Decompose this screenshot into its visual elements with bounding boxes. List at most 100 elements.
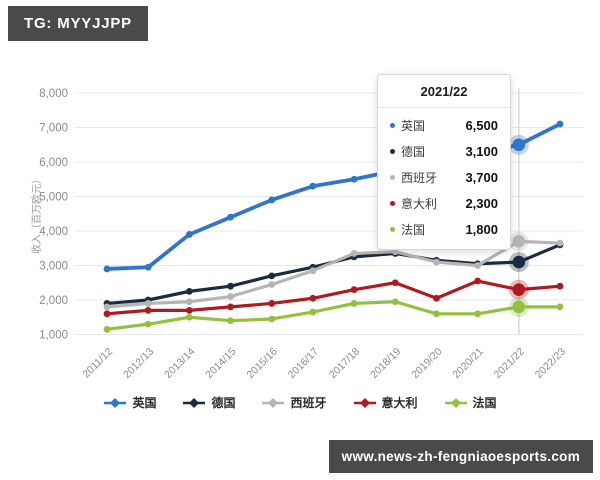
- data-point[interactable]: [227, 213, 234, 221]
- y-tick-label: 3,000: [39, 261, 68, 273]
- data-point[interactable]: [144, 263, 152, 271]
- data-point[interactable]: [227, 293, 234, 300]
- legend-item-法国[interactable]: 法国: [444, 394, 497, 411]
- data-point[interactable]: [144, 300, 152, 307]
- data-point[interactable]: [185, 231, 193, 238]
- data-point[interactable]: [268, 196, 276, 204]
- tooltip-series-value: 6,500: [465, 117, 498, 133]
- data-point[interactable]: [227, 282, 234, 290]
- data-point[interactable]: [309, 267, 317, 275]
- legend-item-西班牙[interactable]: 西班牙: [261, 394, 327, 411]
- tooltip-series-value: 3,700: [465, 169, 498, 185]
- legend-label: 英国: [132, 396, 157, 410]
- data-point-active[interactable]: [512, 138, 526, 152]
- tooltip-row: 西班牙 3,700: [378, 164, 510, 190]
- y-axis-title: 收入（百万欧元）: [30, 174, 43, 254]
- data-point[interactable]: [185, 298, 193, 306]
- data-point[interactable]: [556, 239, 564, 247]
- data-point[interactable]: [185, 313, 193, 321]
- data-point[interactable]: [433, 310, 440, 318]
- data-point-active[interactable]: [512, 300, 526, 314]
- tooltip-series-dot: [390, 226, 395, 232]
- chart-tooltip: 2021/22 英国 6,500 德国 3,100 西班牙 3,700 意大利 2,300 法国…: [377, 74, 511, 250]
- x-tick-label: 2011/12: [80, 346, 115, 381]
- x-tick-label: 2017/18: [327, 346, 362, 381]
- legend-label: 西班牙: [290, 396, 327, 410]
- y-tick-label: 1,000: [39, 330, 68, 342]
- x-tick-label: 2012/13: [121, 346, 156, 381]
- data-point[interactable]: [556, 282, 564, 290]
- y-tick-label: 6,000: [39, 157, 68, 169]
- legend-item-英国[interactable]: 英国: [103, 394, 156, 411]
- data-point[interactable]: [268, 300, 276, 307]
- data-point[interactable]: [350, 286, 358, 294]
- legend-label: 意大利: [381, 396, 418, 410]
- data-point[interactable]: [103, 325, 111, 333]
- data-point[interactable]: [391, 248, 399, 256]
- data-point[interactable]: [227, 317, 234, 325]
- tooltip-series-label: 意大利: [401, 196, 438, 211]
- data-point[interactable]: [433, 294, 440, 302]
- data-point[interactable]: [474, 277, 482, 285]
- data-point[interactable]: [474, 262, 482, 269]
- data-point[interactable]: [350, 175, 358, 183]
- data-point[interactable]: [268, 281, 276, 288]
- y-tick-label: 7,000: [39, 123, 68, 135]
- data-point[interactable]: [309, 182, 317, 190]
- tooltip-series-label: 英国: [401, 118, 426, 133]
- legend-label: 法国: [472, 396, 497, 410]
- telegram-badge-text: TG: MYYJJPP: [24, 15, 132, 32]
- watermark-url: www.news-zh-fengniaoesports.com: [328, 440, 593, 473]
- data-point[interactable]: [556, 303, 564, 311]
- tooltip-series-value: 2,300: [465, 195, 498, 211]
- data-point[interactable]: [391, 298, 399, 306]
- data-point[interactable]: [103, 303, 111, 311]
- series-line[interactable]: [105, 300, 562, 331]
- data-point[interactable]: [103, 265, 111, 273]
- tooltip-series-dot: [390, 148, 395, 154]
- data-point[interactable]: [309, 308, 317, 316]
- data-point[interactable]: [185, 306, 193, 314]
- data-point[interactable]: [227, 303, 234, 311]
- data-point[interactable]: [185, 287, 193, 295]
- tooltip-series-value: 1,800: [465, 221, 498, 237]
- data-point[interactable]: [144, 320, 152, 328]
- data-point[interactable]: [350, 300, 358, 307]
- y-tick-label: 8,000: [39, 88, 68, 100]
- data-point-active[interactable]: [512, 283, 526, 296]
- series-line[interactable]: [105, 239, 562, 309]
- data-point[interactable]: [350, 250, 358, 257]
- data-point[interactable]: [474, 310, 482, 318]
- legend-marker-icon: [104, 397, 127, 408]
- y-tick-label: 4,000: [39, 226, 68, 238]
- tooltip-title: 2021/22: [378, 75, 510, 108]
- data-point[interactable]: [309, 294, 317, 302]
- tooltip-series-label: 法国: [401, 222, 426, 237]
- tooltip-series-value: 3,100: [465, 143, 498, 159]
- data-point[interactable]: [268, 272, 276, 280]
- y-tick-label: 5,000: [39, 192, 68, 204]
- legend-marker-icon: [183, 397, 206, 408]
- x-tick-label: 2014/15: [203, 346, 238, 381]
- data-point[interactable]: [556, 120, 564, 128]
- x-tick-label: 2021/22: [492, 346, 527, 381]
- tooltip-series-dot: [390, 200, 395, 206]
- y-tick-label: 2,000: [39, 295, 68, 307]
- data-point[interactable]: [268, 315, 276, 323]
- tooltip-series-dot: [390, 174, 395, 180]
- legend-item-德国[interactable]: 德国: [182, 394, 235, 411]
- legend-item-意大利[interactable]: 意大利: [353, 394, 418, 411]
- x-tick-label: 2022/23: [533, 346, 568, 381]
- telegram-badge: TG: MYYJJPP: [8, 6, 148, 41]
- series-line[interactable]: [105, 279, 562, 316]
- data-point[interactable]: [103, 310, 111, 318]
- data-point-active[interactable]: [512, 255, 526, 269]
- data-point[interactable]: [144, 306, 152, 314]
- tooltip-rows: 英国 6,500 德国 3,100 西班牙 3,700 意大利 2,300 法国 1,800: [378, 112, 510, 242]
- data-point-active[interactable]: [512, 235, 526, 248]
- data-point[interactable]: [433, 258, 440, 266]
- x-tick-label: 2018/19: [368, 346, 403, 381]
- data-point[interactable]: [391, 279, 399, 287]
